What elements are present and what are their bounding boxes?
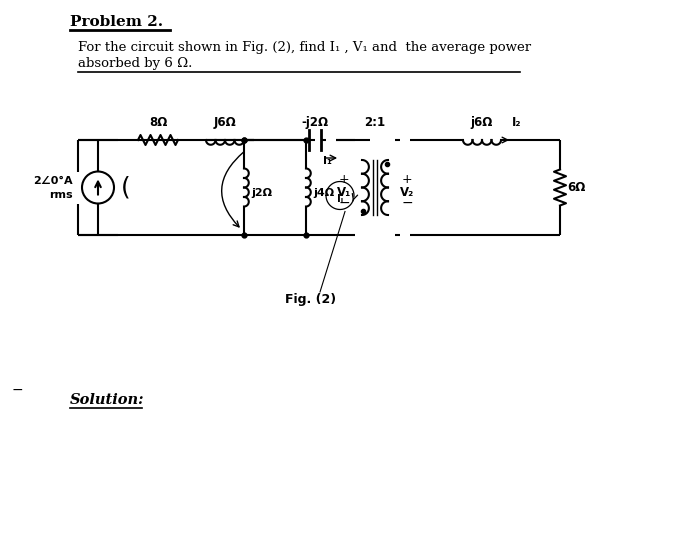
Text: j6Ω: j6Ω	[471, 116, 493, 129]
Text: I₁: I₁	[323, 156, 332, 166]
Text: Fig. (2): Fig. (2)	[285, 293, 336, 306]
Text: Solution:: Solution:	[70, 393, 144, 407]
Text: j2Ω: j2Ω	[251, 187, 272, 197]
Text: j4Ω: j4Ω	[313, 187, 334, 197]
Text: (: (	[121, 176, 131, 200]
Text: −: −	[12, 383, 24, 397]
Text: +: +	[339, 173, 349, 186]
Text: Problem 2.: Problem 2.	[70, 15, 163, 29]
Text: +: +	[402, 173, 412, 186]
Text: 6Ω: 6Ω	[567, 181, 585, 194]
Text: I₂: I₂	[512, 116, 522, 129]
Text: −: −	[401, 196, 413, 210]
Text: Iₗ: Iₗ	[337, 195, 343, 205]
Text: For the circuit shown in Fig. (2), find I₁ , V₁ and  the average power: For the circuit shown in Fig. (2), find …	[78, 41, 531, 54]
Text: absorbed by 6 Ω.: absorbed by 6 Ω.	[78, 56, 193, 69]
Text: 8Ω: 8Ω	[149, 116, 167, 129]
Text: 2∠0°A: 2∠0°A	[34, 177, 73, 187]
Text: rms: rms	[50, 190, 73, 200]
Text: V₂: V₂	[400, 186, 414, 199]
Text: −: −	[338, 196, 350, 210]
Text: V₁: V₁	[337, 186, 351, 199]
Text: J6Ω: J6Ω	[214, 116, 237, 129]
Text: 2:1: 2:1	[365, 116, 386, 129]
Text: -j2Ω: -j2Ω	[302, 116, 328, 129]
